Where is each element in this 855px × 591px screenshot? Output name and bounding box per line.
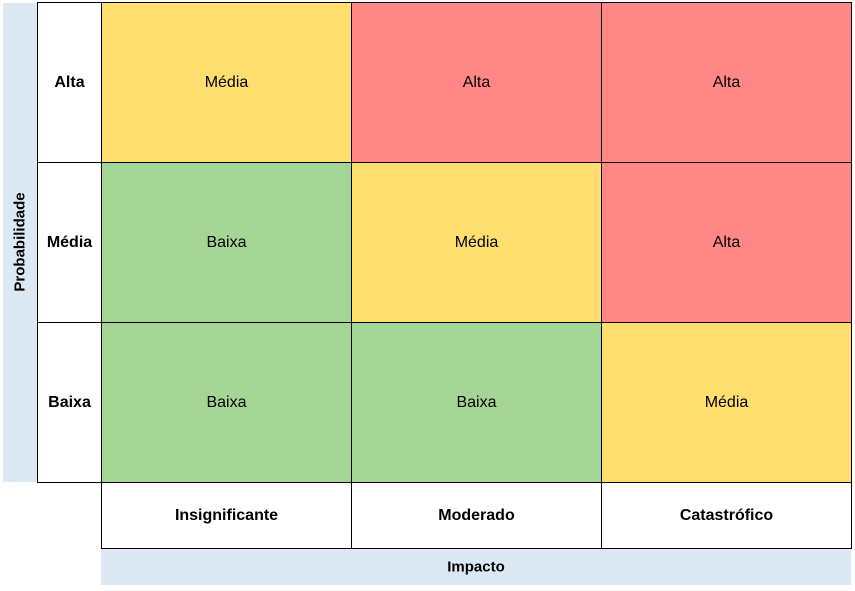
risk-cell-baixa-moderado: Baixa [351,322,602,483]
row-label-baixa: Baixa [37,322,102,483]
probability-axis-band [3,3,37,482]
risk-cell-baixa-insignificante: Baixa [101,322,352,483]
column-label-insignificante: Insignificante [101,482,352,549]
risk-cell-alta-insignificante: Média [101,2,352,163]
risk-cell-media-insignificante: Baixa [101,162,352,323]
impact-axis-band [101,549,851,585]
probability-axis-title: Probabilidade [11,192,29,292]
row-label-media: Média [37,162,102,323]
row-label-alta: Alta [37,2,102,163]
risk-cell-alta-catastrofico: Alta [601,2,852,163]
risk-cell-alta-moderado: Alta [351,2,602,163]
impact-axis-title: Impacto [447,558,505,576]
risk-cell-media-catastrofico: Alta [601,162,852,323]
column-label-moderado: Moderado [351,482,602,549]
risk-cell-media-moderado: Média [351,162,602,323]
risk-cell-baixa-catastrofico: Média [601,322,852,483]
column-label-catastrofico: Catastrófico [601,482,852,549]
